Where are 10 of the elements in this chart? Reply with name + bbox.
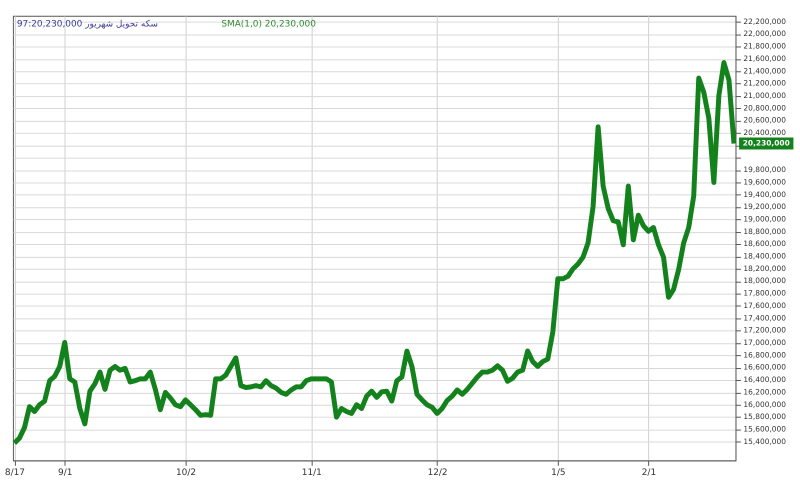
x-tick-label: 9/1: [58, 468, 72, 478]
annotation: SMA(1,0) 20,230,000: [221, 20, 316, 30]
x-tick-label: 12/2: [428, 468, 448, 478]
x-tick-label: 8/17: [4, 468, 25, 478]
annotation: سکه تحویل شهریور 97:20,230,000: [16, 20, 158, 30]
x-tick-label: 11/1: [302, 468, 322, 478]
x-tick-label: 2/1: [642, 468, 656, 478]
x-tick-label: 10/2: [176, 468, 196, 478]
line-series: [12, 60, 736, 446]
x-tick-label: 1/5: [551, 468, 566, 478]
